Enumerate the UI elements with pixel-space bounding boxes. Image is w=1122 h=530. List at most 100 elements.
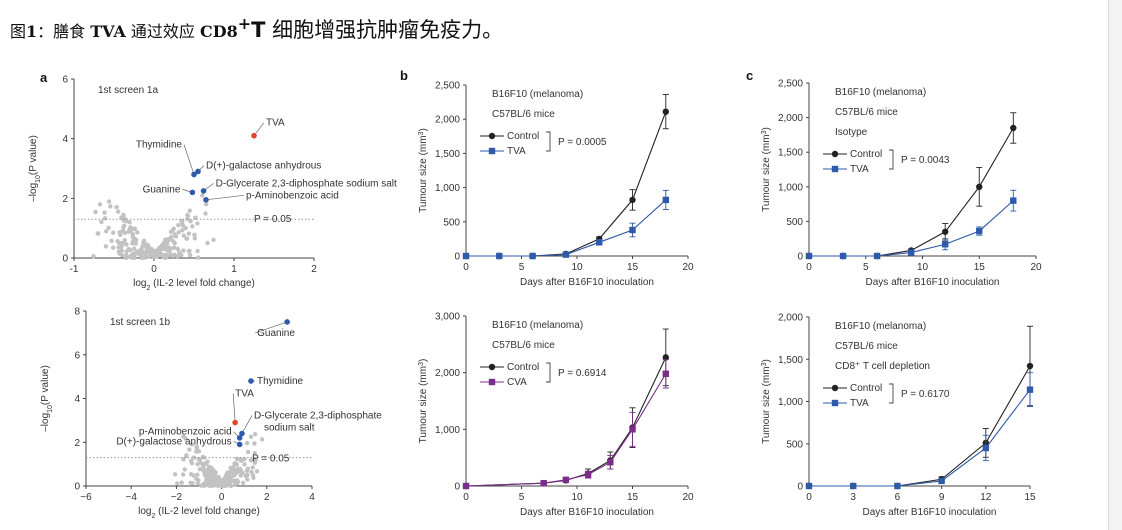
background-point bbox=[176, 222, 181, 228]
background-point bbox=[206, 482, 211, 488]
data-point bbox=[894, 482, 901, 490]
significance-bracket bbox=[889, 149, 894, 170]
label-leader-line bbox=[232, 393, 236, 423]
point-label: D(+)-galactose anhydrous bbox=[116, 436, 231, 447]
background-point bbox=[195, 255, 201, 260]
background-point bbox=[166, 237, 171, 243]
y-axis-label: Tumour size (mm3) bbox=[418, 128, 430, 213]
background-point bbox=[181, 457, 186, 462]
background-point bbox=[216, 474, 221, 480]
background-point bbox=[110, 230, 116, 235]
b2-x-tick-label: 5 bbox=[519, 492, 525, 503]
data-point bbox=[907, 249, 915, 256]
data-point bbox=[629, 426, 636, 433]
background-point bbox=[192, 232, 197, 238]
legend-marker bbox=[831, 384, 839, 392]
caption-pre: 膳食 bbox=[53, 22, 91, 41]
highlighted-point bbox=[239, 430, 245, 437]
data-point bbox=[805, 252, 813, 260]
b1-x-tick-label: 0 bbox=[463, 262, 469, 273]
background-point bbox=[197, 457, 202, 462]
background-point bbox=[131, 246, 137, 251]
a2-y-tick-label: 2 bbox=[74, 438, 80, 449]
growth-chart-c2: 0 3 6 9 12 15 0 500 1,000 1,500 2,000 Days after B1… bbox=[761, 313, 1036, 519]
background-point bbox=[206, 471, 211, 477]
point-label: D-Glycerate 2,3-diphosphate bbox=[254, 411, 382, 422]
background-point bbox=[141, 250, 146, 255]
data-point bbox=[662, 196, 669, 204]
legend-label: Control bbox=[850, 149, 882, 160]
y-axis-label: Tumour size (mm3) bbox=[761, 127, 773, 212]
background-point bbox=[135, 230, 140, 235]
background-point bbox=[195, 221, 200, 226]
data-point bbox=[529, 252, 536, 260]
background-point bbox=[252, 441, 257, 446]
background-point bbox=[93, 209, 98, 215]
background-point bbox=[226, 470, 232, 475]
background-point bbox=[140, 255, 146, 260]
background-point bbox=[91, 254, 96, 259]
background-point bbox=[124, 242, 129, 247]
c2-x-tick-label: 12 bbox=[980, 492, 992, 503]
data-point bbox=[873, 252, 881, 260]
data-point bbox=[942, 228, 949, 235]
series-line bbox=[465, 373, 667, 487]
a2-x-tick-label: −6 bbox=[80, 492, 92, 503]
background-point bbox=[161, 243, 166, 248]
condition-annotation: C57BL/6 mice bbox=[835, 341, 898, 352]
caption-rest: 细胞增强抗肿瘤免疫力。 bbox=[265, 18, 504, 42]
background-point bbox=[200, 193, 205, 198]
point-label: Thymidine bbox=[257, 376, 304, 387]
y-axis-label: Tumour size (mm3) bbox=[418, 359, 430, 444]
series-line bbox=[466, 199, 667, 257]
legend-marker bbox=[831, 165, 839, 173]
background-point bbox=[176, 230, 181, 235]
background-point bbox=[121, 223, 127, 228]
b1-x-tick-label: 15 bbox=[627, 262, 639, 273]
background-point bbox=[204, 475, 209, 480]
caption-cd8: CD8 bbox=[199, 22, 238, 41]
background-point bbox=[102, 216, 108, 221]
condition-annotation: B16F10 (melanoma) bbox=[492, 89, 583, 100]
background-point bbox=[185, 213, 191, 219]
background-point bbox=[122, 237, 128, 243]
legend-label: TVA bbox=[850, 398, 869, 409]
panel-letter: b bbox=[400, 68, 408, 83]
legend-label: Control bbox=[507, 131, 539, 142]
background-point bbox=[116, 249, 122, 255]
background-point bbox=[232, 482, 238, 488]
data-point bbox=[1026, 386, 1034, 393]
background-point bbox=[224, 475, 230, 481]
c2-y-tick-label: 1,500 bbox=[778, 355, 803, 366]
threshold-label: P = 0.05 bbox=[252, 454, 290, 465]
c1-y-tick-label: 500 bbox=[786, 217, 803, 228]
background-point bbox=[245, 477, 250, 482]
background-point bbox=[250, 465, 255, 470]
background-point bbox=[108, 204, 113, 209]
highlighted-point bbox=[248, 378, 254, 384]
background-point bbox=[171, 245, 177, 250]
b1-y-tick-label: 0 bbox=[454, 252, 460, 263]
background-point bbox=[191, 455, 197, 460]
a2-x-tick-label: −4 bbox=[125, 492, 137, 503]
p-value: P = 0.6914 bbox=[558, 368, 607, 379]
background-point bbox=[122, 216, 127, 221]
background-point bbox=[242, 456, 247, 462]
background-point bbox=[141, 238, 147, 243]
background-point bbox=[106, 225, 111, 231]
data-point bbox=[982, 444, 989, 452]
background-point bbox=[170, 253, 176, 259]
background-point bbox=[229, 466, 235, 472]
chart-title: 1st screen 1a bbox=[98, 85, 158, 96]
background-point bbox=[205, 240, 210, 246]
b2-y-tick-label: 1,000 bbox=[435, 425, 460, 436]
b1-y-tick-label: 500 bbox=[443, 217, 460, 228]
background-point bbox=[194, 476, 199, 482]
b2-x-tick-label: 10 bbox=[571, 492, 583, 503]
y-axis-label: –log10(P value) bbox=[28, 135, 42, 202]
a1-x-tick-label: 1 bbox=[231, 264, 237, 275]
background-point bbox=[252, 451, 257, 456]
background-point bbox=[155, 253, 161, 258]
background-point bbox=[235, 479, 241, 484]
point-label: TVA bbox=[235, 389, 254, 400]
